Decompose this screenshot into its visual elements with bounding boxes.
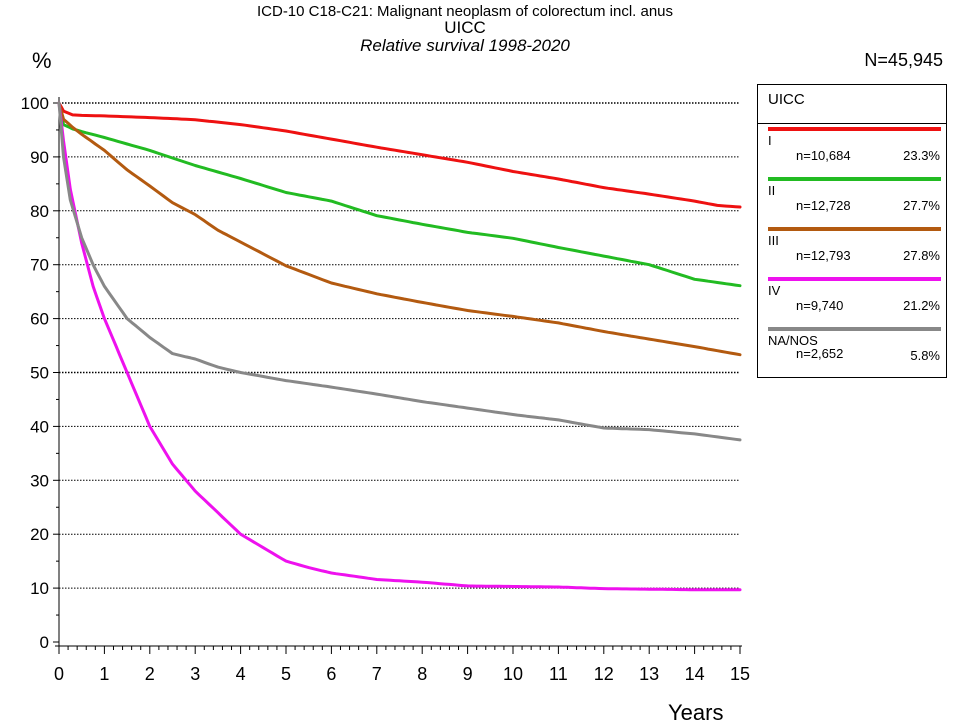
y-axis-label: %	[32, 48, 52, 73]
x-tick-label-9: 9	[463, 664, 473, 684]
legend-series-count: n=2,652	[796, 346, 844, 361]
y-tick-label-70: 70	[30, 256, 49, 275]
x-tick-label-13: 13	[639, 664, 659, 684]
y-tick-label-10: 10	[30, 579, 49, 598]
x-tick-label-10: 10	[503, 664, 523, 684]
legend-series-name: I	[768, 133, 772, 148]
chart-subtitle: UICC	[444, 18, 486, 37]
legend-series-name: II	[768, 183, 776, 198]
y-tick-label-0: 0	[40, 633, 49, 652]
total-n: N=45,945	[864, 50, 943, 70]
series-line-iv	[57, 101, 742, 592]
legend-series-name: NA/NOS	[768, 333, 818, 348]
y-tick-label-100: 100	[21, 94, 49, 113]
legend-swatch	[768, 127, 941, 131]
legend-series-percent: 21.2%	[903, 298, 940, 313]
series-line-nanos	[57, 101, 742, 442]
legend-series-name: III	[768, 233, 779, 248]
y-tick-label-90: 90	[30, 148, 49, 167]
y-tick-label-50: 50	[30, 364, 49, 383]
legend-series-percent: 23.3%	[903, 148, 940, 163]
legend-series-name: IV	[768, 283, 781, 298]
legend-series-percent: 27.7%	[903, 198, 940, 213]
legend-series-count: n=12,728	[796, 198, 851, 213]
chart-title-block: ICD-10 C18-C21: Malignant neoplasm of co…	[120, 4, 810, 56]
legend-series-count: n=9,740	[796, 298, 844, 313]
x-tick-label-1: 1	[99, 664, 109, 684]
legend-item-nanos: NA/NOS n=2,652 5.8%	[758, 327, 946, 377]
legend-swatch	[768, 277, 941, 281]
x-tick-label-0: 0	[54, 664, 64, 684]
x-axis-label: Years	[668, 700, 724, 725]
x-tick-label-12: 12	[594, 664, 614, 684]
x-tick-label-3: 3	[190, 664, 200, 684]
y-tick-label-60: 60	[30, 310, 49, 329]
x-tick-label-4: 4	[236, 664, 246, 684]
y-tick-label-20: 20	[30, 525, 49, 544]
legend-series-count: n=12,793	[796, 248, 851, 263]
chart-subtitle-2: Relative survival 1998-2020	[360, 36, 570, 55]
legend-swatch	[768, 177, 941, 181]
legend-item-iii: III n=12,793 27.8%	[758, 227, 946, 277]
x-tick-label-14: 14	[685, 664, 705, 684]
series-line-i	[57, 101, 742, 209]
legend-swatch	[768, 327, 941, 331]
legend-series-percent: 27.8%	[903, 248, 940, 263]
x-tick-label-8: 8	[417, 664, 427, 684]
x-tick-label-2: 2	[145, 664, 155, 684]
x-tick-label-6: 6	[326, 664, 336, 684]
y-tick-label-40: 40	[30, 417, 49, 436]
y-tick-label-30: 30	[30, 471, 49, 490]
legend-title: UICC	[768, 91, 805, 108]
chart-title: ICD-10 C18-C21: Malignant neoplasm of co…	[256, 3, 674, 20]
x-tick-label-5: 5	[281, 664, 291, 684]
legend-separator	[758, 123, 946, 124]
legend-series-count: n=10,684	[796, 148, 851, 163]
legend-item-ii: II n=12,728 27.7%	[758, 177, 946, 227]
legend-swatch	[768, 227, 941, 231]
x-tick-label-7: 7	[372, 664, 382, 684]
x-tick-label-11: 11	[549, 664, 568, 684]
legend-series-percent: 5.8%	[910, 348, 940, 363]
legend-item-iv: IV n=9,740 21.2%	[758, 277, 946, 327]
x-tick-label-15: 15	[730, 664, 750, 684]
series-line-ii	[57, 101, 742, 288]
y-tick-label-80: 80	[30, 202, 49, 221]
series-line-iii	[57, 101, 742, 357]
